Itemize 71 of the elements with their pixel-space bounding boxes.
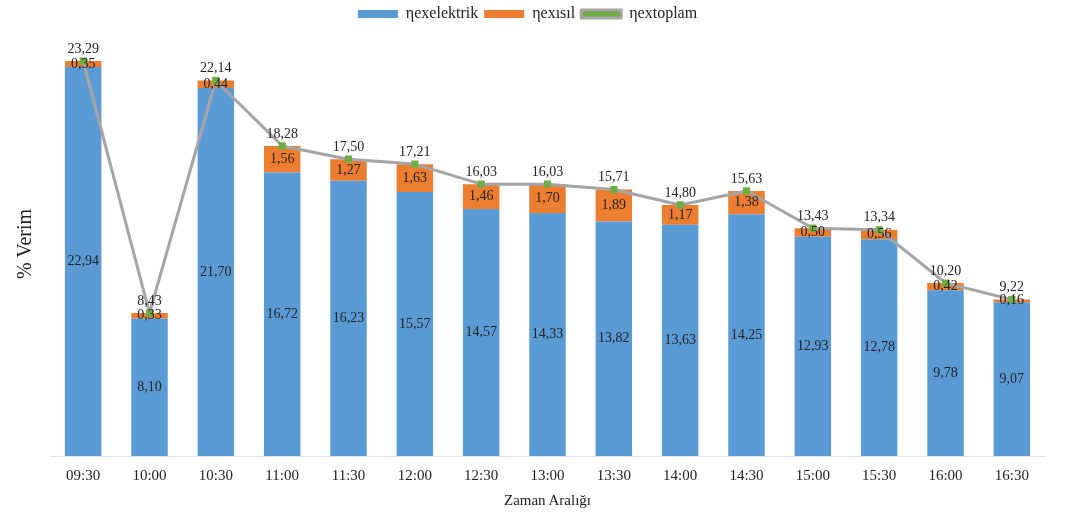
data-label: 16,03 <box>465 163 497 179</box>
data-label: 15,71 <box>598 169 630 185</box>
data-label: 23,29 <box>67 40 99 56</box>
data-label: 18,28 <box>266 125 298 141</box>
x-axis-title: Zaman Aralığı <box>503 491 592 508</box>
data-label: 17,21 <box>399 143 431 159</box>
data-label: 1,17 <box>667 206 693 222</box>
data-label: 14,80 <box>664 184 696 200</box>
data-label: 13,82 <box>598 330 630 346</box>
bar <box>529 212 566 456</box>
data-label: 1,27 <box>336 161 361 177</box>
data-label: 0,16 <box>999 292 1025 308</box>
data-label: 21,70 <box>200 263 232 279</box>
bar <box>462 208 500 456</box>
bar <box>860 239 898 456</box>
data-label: 22,14 <box>200 60 232 76</box>
data-label: 1,46 <box>468 188 494 204</box>
x-tick-label: 10:30 <box>198 466 233 483</box>
x-tick-label: 12:00 <box>397 466 432 483</box>
bar <box>263 172 301 456</box>
data-label: 1,89 <box>601 197 627 213</box>
data-label: 13,34 <box>863 209 895 225</box>
data-label: 15,57 <box>399 315 431 331</box>
bar <box>927 290 964 456</box>
legend-label: ηexısıl <box>532 4 576 23</box>
legend-label: ηextoplam <box>629 4 698 23</box>
x-tick-label: 13:30 <box>596 466 631 483</box>
bar <box>595 221 633 456</box>
data-label: 15,63 <box>730 170 763 186</box>
data-label: 16,23 <box>332 310 365 326</box>
data-label: 12,78 <box>863 339 895 355</box>
legend-label: ηexelektrik <box>405 4 479 23</box>
data-label: 9,78 <box>933 364 958 380</box>
data-label: 22,94 <box>67 253 99 269</box>
bar <box>661 224 699 456</box>
data-label: 12,93 <box>797 338 829 354</box>
data-label: 1,38 <box>734 194 759 210</box>
x-tick-label: 10:00 <box>132 466 167 483</box>
x-tick-label: 14:00 <box>663 466 698 483</box>
data-label: 9,22 <box>999 279 1025 295</box>
data-label: 14,25 <box>730 326 763 342</box>
data-label: 9,07 <box>999 370 1025 386</box>
data-label: 0,50 <box>800 224 826 240</box>
data-label: 8,43 <box>137 292 162 308</box>
data-label: 14,33 <box>531 326 564 342</box>
y-axis-title: % Verim <box>13 208 36 280</box>
data-label: 17,50 <box>332 138 365 154</box>
x-tick-label: 16:00 <box>928 466 963 483</box>
x-tick-label: 11:00 <box>265 466 299 483</box>
data-label: 14,57 <box>465 324 497 340</box>
x-tick-label: 16:30 <box>994 466 1029 483</box>
bar <box>794 236 832 456</box>
data-label: 16,03 <box>531 163 564 179</box>
data-label: 16,72 <box>266 305 298 321</box>
data-label: 10,20 <box>929 262 962 278</box>
bar <box>330 180 367 456</box>
data-label: 8,10 <box>137 378 162 394</box>
x-tick-label: 13:00 <box>530 466 565 483</box>
x-tick-label: 11:30 <box>331 466 366 483</box>
x-tick-label: 12:30 <box>464 466 499 483</box>
data-label: 13,43 <box>797 207 829 223</box>
bar <box>396 191 434 456</box>
data-label: 1,70 <box>535 190 560 206</box>
data-label: 1,63 <box>402 169 428 185</box>
data-label: 13,63 <box>664 332 696 348</box>
x-tick-label: 14:30 <box>729 466 764 483</box>
x-tick-label: 15:30 <box>862 466 897 483</box>
x-tick-label: 09:30 <box>66 466 101 483</box>
bar <box>728 214 765 456</box>
data-label: 1,56 <box>269 150 295 166</box>
x-tick-label: 15:00 <box>795 466 830 483</box>
